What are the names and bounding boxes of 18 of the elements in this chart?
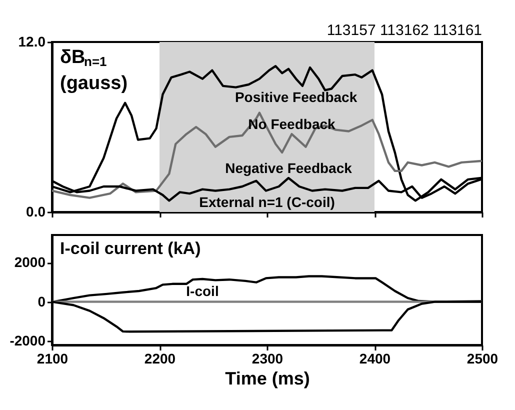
y-axis-title: I-coil current (kA): [60, 239, 201, 258]
y-tick-label: -2000: [10, 332, 46, 349]
series-label: No Feedback: [248, 116, 336, 132]
y-tick-label: 0: [38, 293, 46, 310]
x-tick-label: 2500: [466, 350, 498, 366]
series-label: Negative Feedback: [225, 160, 352, 176]
x-tick-label: 2400: [359, 350, 391, 366]
y-tick-label: 12.0: [18, 34, 46, 50]
x-axis-title: Time (ms): [225, 368, 310, 388]
x-tick-label: 2100: [36, 350, 68, 366]
x-tick-label: 2200: [144, 350, 176, 366]
y-tick-label: 2000: [14, 254, 46, 270]
y-tick-label: 0.0: [26, 204, 46, 220]
text: 113157 113162 113161: [326, 22, 482, 39]
annotation: External n=1 (C-coil): [199, 194, 335, 210]
series-label: Positive Feedback: [234, 88, 358, 105]
x-tick-label: 2300: [252, 350, 284, 366]
annotation: I-coil: [186, 282, 219, 299]
